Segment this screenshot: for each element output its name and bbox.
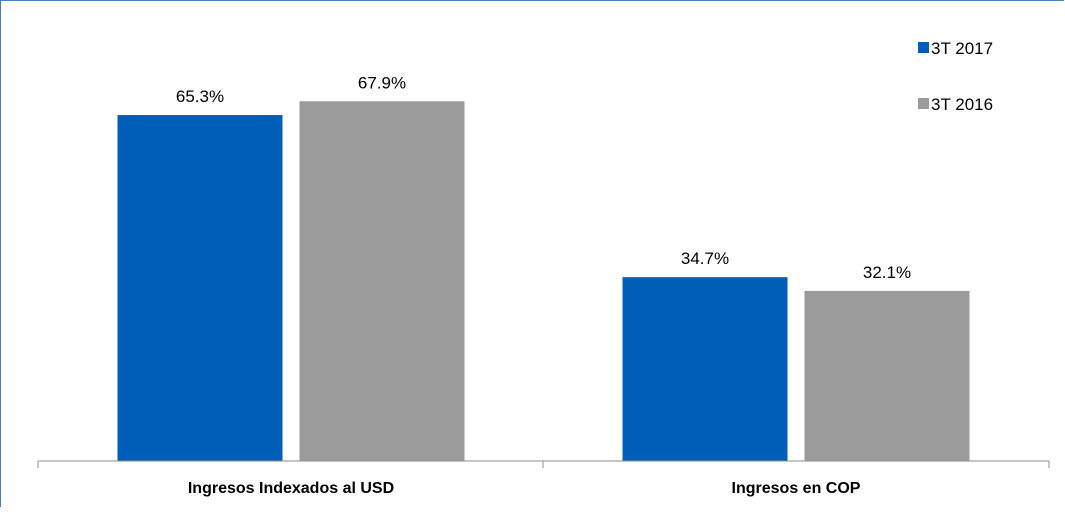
bar-3t-2017-0	[117, 115, 283, 462]
bar-3t-2017-1	[622, 277, 788, 461]
bar-3t-2016-1	[804, 290, 970, 461]
data-label: 32.1%	[863, 263, 911, 282]
legend-label: 3T 2016	[931, 95, 993, 114]
category-label: Ingresos en COP	[732, 480, 861, 497]
bars-group	[117, 101, 970, 462]
data-label: 34.7%	[681, 249, 729, 268]
data-label: 67.9%	[358, 73, 406, 92]
value-labels-group: 65.3% 67.9% 34.7% 32.1%	[176, 73, 911, 282]
legend: 3T 2017 3T 2016	[918, 39, 993, 114]
category-labels-group: Ingresos Indexados al USD Ingresos en COP	[188, 480, 861, 497]
data-label: 65.3%	[176, 87, 224, 106]
x-axis	[37, 460, 1050, 468]
legend-swatch	[918, 42, 929, 53]
category-label: Ingresos Indexados al USD	[188, 480, 394, 497]
bar-3t-2016-0	[299, 101, 465, 461]
legend-swatch	[918, 98, 929, 109]
legend-label: 3T 2017	[931, 39, 993, 58]
